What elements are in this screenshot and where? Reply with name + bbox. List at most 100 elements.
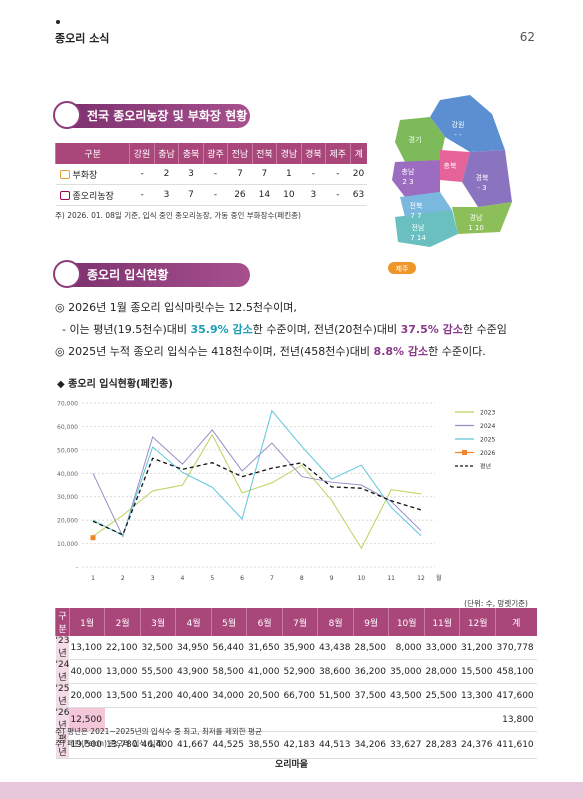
cell-text: 33,627 (389, 740, 422, 750)
page-number: 62 (519, 30, 535, 44)
section-title: 종오리 입식현황 (53, 260, 250, 288)
series-line (92, 457, 422, 536)
region-name: 경남 (470, 213, 483, 222)
cell-text: 28,000 (425, 666, 457, 677)
bullet-segment: 한 수준이다. (428, 345, 486, 358)
cell-text: 43,900 (176, 666, 209, 677)
cell-text: 38,550 (247, 740, 280, 750)
table-cell: 40,400 (175, 683, 212, 708)
header-cell: 전북 (251, 143, 277, 164)
bullet-segment: ◎ 2025년 누적 종오리 입식수는 418천수이며, 전년(458천수)대비 (55, 345, 374, 358)
cell-text: '25년 (55, 684, 70, 707)
table-cell: 34,000 (211, 683, 247, 708)
bullet-segment: ◎ 2026년 1월 종오리 입식마릿수는 12.5천수이며, (55, 301, 297, 314)
y-tick-label: 40,000 (57, 471, 78, 478)
table-cell: 51,500 (317, 683, 354, 708)
cell-text: 458,100 (496, 666, 534, 677)
x-tick-label: 12 (417, 575, 425, 582)
legend-label: 2024 (480, 423, 495, 430)
cell-text: 34,000 (212, 690, 244, 701)
cell-text: 13,000 (105, 666, 138, 677)
footer-band (0, 782, 583, 799)
region-name: 경기 (409, 135, 422, 144)
table-cell: 평년 (55, 731, 70, 759)
table-cell: 417,600 (495, 683, 537, 708)
table-note: 주) 평년은 2021~2025년의 입식수 중 최고, 최저를 제외한 평균 (55, 727, 262, 736)
region-counts: - 3 (477, 184, 486, 192)
table-cell: 7 (252, 164, 277, 185)
table-cell: 8,000 (388, 636, 425, 660)
header-cell: 2월 (104, 608, 141, 636)
section-title: 전국 종오리농장 및 부화장 현황 (53, 101, 250, 129)
region-name: 충북 (444, 161, 457, 170)
bullet-line: ◎ 2026년 1월 종오리 입식마릿수는 12.5천수이며, (55, 299, 297, 315)
legend-label: 2025 (480, 437, 495, 444)
cell-text: 31,200 (460, 642, 493, 653)
table-row: '24년 40,000 13,000 55,500 43,900 58,500 41,000… (55, 659, 537, 684)
cell-text: 3 (163, 190, 170, 200)
legend-marker (462, 450, 467, 455)
table-cell: 19,500 (69, 731, 105, 759)
header-cell: 4월 (175, 608, 212, 636)
table-cell: - (325, 184, 351, 206)
x-tick-label: 6 (240, 575, 244, 582)
table-cell: '25년 (55, 683, 70, 708)
region-counts: 7 7 (410, 212, 421, 220)
chart: - 10,000 20,000 30,000 40,000 50,000 60,000 70,… (57, 401, 495, 583)
cell-text: 51,500 (318, 690, 351, 701)
y-tick-label: 60,000 (57, 424, 78, 431)
header-cell: 3월 (139, 608, 176, 636)
cell-text: 24,376 (460, 740, 493, 750)
table-cell: - (325, 164, 351, 185)
table-note: 주) 페킨(Pekin) 종오리 입식 실적 (55, 739, 163, 748)
header-cell: 제주 (325, 143, 351, 164)
cell-text: - (213, 190, 218, 200)
cell-text: - (213, 169, 218, 179)
cell-text: 55,500 (141, 666, 173, 677)
bullet-segment: 한 수준임 (462, 323, 507, 336)
bullet-segment: 37.5% 감소 (400, 323, 463, 336)
table-cell: 35,900 (282, 636, 318, 660)
cell-text: 13,100 (70, 642, 102, 653)
table-cell: 58,500 (211, 659, 247, 684)
table-cell: 25,500 (424, 683, 460, 708)
header-cell: 구분 (54, 143, 130, 164)
cell-text: 26 (234, 190, 246, 200)
series-line (92, 433, 422, 550)
table-cell: 28,500 (353, 636, 389, 660)
x-tick-label: 4 (181, 575, 185, 582)
cell-text: 12,500 (70, 714, 102, 725)
x-axis-label: 월 (436, 574, 442, 582)
table-cell: 43,438 (317, 636, 354, 660)
cell-text: 2 (163, 169, 170, 179)
x-tick-label: 5 (210, 575, 214, 582)
table-cell: 13,000 (104, 659, 141, 684)
cell-text: 41,667 (176, 740, 209, 750)
table-cell (388, 707, 425, 732)
table-cell (140, 707, 176, 732)
cell-text: 1 (286, 169, 292, 179)
cell-text: 52,900 (283, 666, 315, 677)
table-cell: 40,000 (69, 659, 105, 684)
header-cell: 광주 (202, 143, 228, 164)
table-cell: 38,600 (317, 659, 354, 684)
table-cell: 52,900 (282, 659, 318, 684)
table-cell (211, 707, 247, 732)
header-cell: 충남 (153, 143, 179, 164)
cell-text: 36,200 (354, 666, 386, 677)
table-cell: 15,500 (459, 659, 496, 684)
table-cell: 13,800 (495, 707, 537, 732)
table-cell: 3 (301, 184, 326, 206)
cell-text: 13,800 (502, 714, 534, 725)
cell-text: '24년 (55, 660, 70, 683)
bullet-line: - 이는 평년(19.5천수)대비 35.9% 감소한 수준이며, 전년(20천… (55, 321, 507, 337)
cell-text: 20 (352, 169, 365, 179)
cell-text: 종오리농장 (72, 191, 114, 202)
cell-text: 평년 (58, 735, 67, 758)
cell-text: '26년 (55, 708, 70, 731)
table-cell: 33,000 (424, 636, 460, 660)
row-icon (59, 169, 70, 179)
header-cell: 11월 (423, 608, 460, 636)
table-cell: 42,183 (282, 731, 318, 759)
